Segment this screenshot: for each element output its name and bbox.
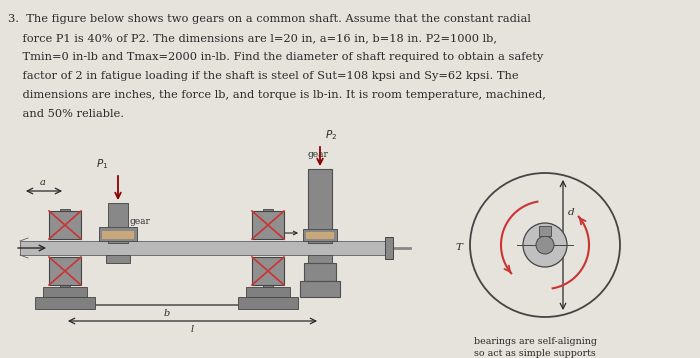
Text: a: a bbox=[40, 178, 46, 187]
Bar bbox=[252, 257, 284, 285]
Bar bbox=[60, 209, 70, 217]
Bar bbox=[306, 232, 334, 239]
Bar bbox=[49, 257, 81, 285]
Bar bbox=[20, 241, 390, 255]
Bar bbox=[252, 211, 284, 239]
Bar bbox=[539, 226, 551, 236]
Text: $P_2$: $P_2$ bbox=[325, 128, 337, 142]
Bar bbox=[43, 287, 87, 297]
Bar bbox=[304, 263, 336, 281]
Text: force P1 is 40% of P2. The dimensions are l=20 in, a=16 in, b=18 in. P2=1000 lb,: force P1 is 40% of P2. The dimensions ar… bbox=[8, 33, 497, 43]
Text: 3.  The figure below shows two gears on a common shaft. Assume that the constant: 3. The figure below shows two gears on a… bbox=[8, 14, 531, 24]
Bar bbox=[308, 255, 332, 263]
Bar bbox=[263, 279, 273, 287]
Text: $P_1$: $P_1$ bbox=[96, 157, 108, 171]
Bar bbox=[102, 231, 134, 239]
Bar bbox=[300, 281, 340, 297]
Text: l: l bbox=[191, 325, 194, 334]
Text: Tmin=0 in-lb and Tmax=2000 in-lb. Find the diameter of shaft required to obtain : Tmin=0 in-lb and Tmax=2000 in-lb. Find t… bbox=[8, 52, 543, 62]
Bar bbox=[308, 169, 332, 243]
Text: dimensions are inches, the force lb, and torque is lb-in. It is room temperature: dimensions are inches, the force lb, and… bbox=[8, 90, 546, 100]
Bar bbox=[49, 211, 81, 239]
Text: and 50% reliable.: and 50% reliable. bbox=[8, 109, 124, 119]
Bar bbox=[35, 297, 95, 309]
Text: bearings are self-aligning
so act as simple supports: bearings are self-aligning so act as sim… bbox=[473, 337, 596, 358]
Bar bbox=[238, 297, 298, 309]
Text: key: key bbox=[253, 228, 297, 237]
Bar bbox=[385, 237, 393, 259]
Circle shape bbox=[523, 223, 567, 267]
Bar bbox=[106, 255, 130, 263]
Text: d: d bbox=[568, 208, 575, 217]
Text: b: b bbox=[163, 309, 169, 318]
Bar bbox=[246, 287, 290, 297]
Bar bbox=[263, 209, 273, 217]
Text: factor of 2 in fatigue loading if the shaft is steel of Sut=108 kpsi and Sy=62 k: factor of 2 in fatigue loading if the sh… bbox=[8, 71, 519, 81]
Bar bbox=[60, 279, 70, 287]
Bar bbox=[303, 229, 337, 241]
Bar bbox=[99, 227, 137, 241]
Text: gear: gear bbox=[130, 218, 151, 227]
Circle shape bbox=[536, 236, 554, 254]
Bar bbox=[108, 203, 128, 243]
Text: T: T bbox=[455, 242, 462, 252]
Text: gear: gear bbox=[307, 150, 328, 159]
